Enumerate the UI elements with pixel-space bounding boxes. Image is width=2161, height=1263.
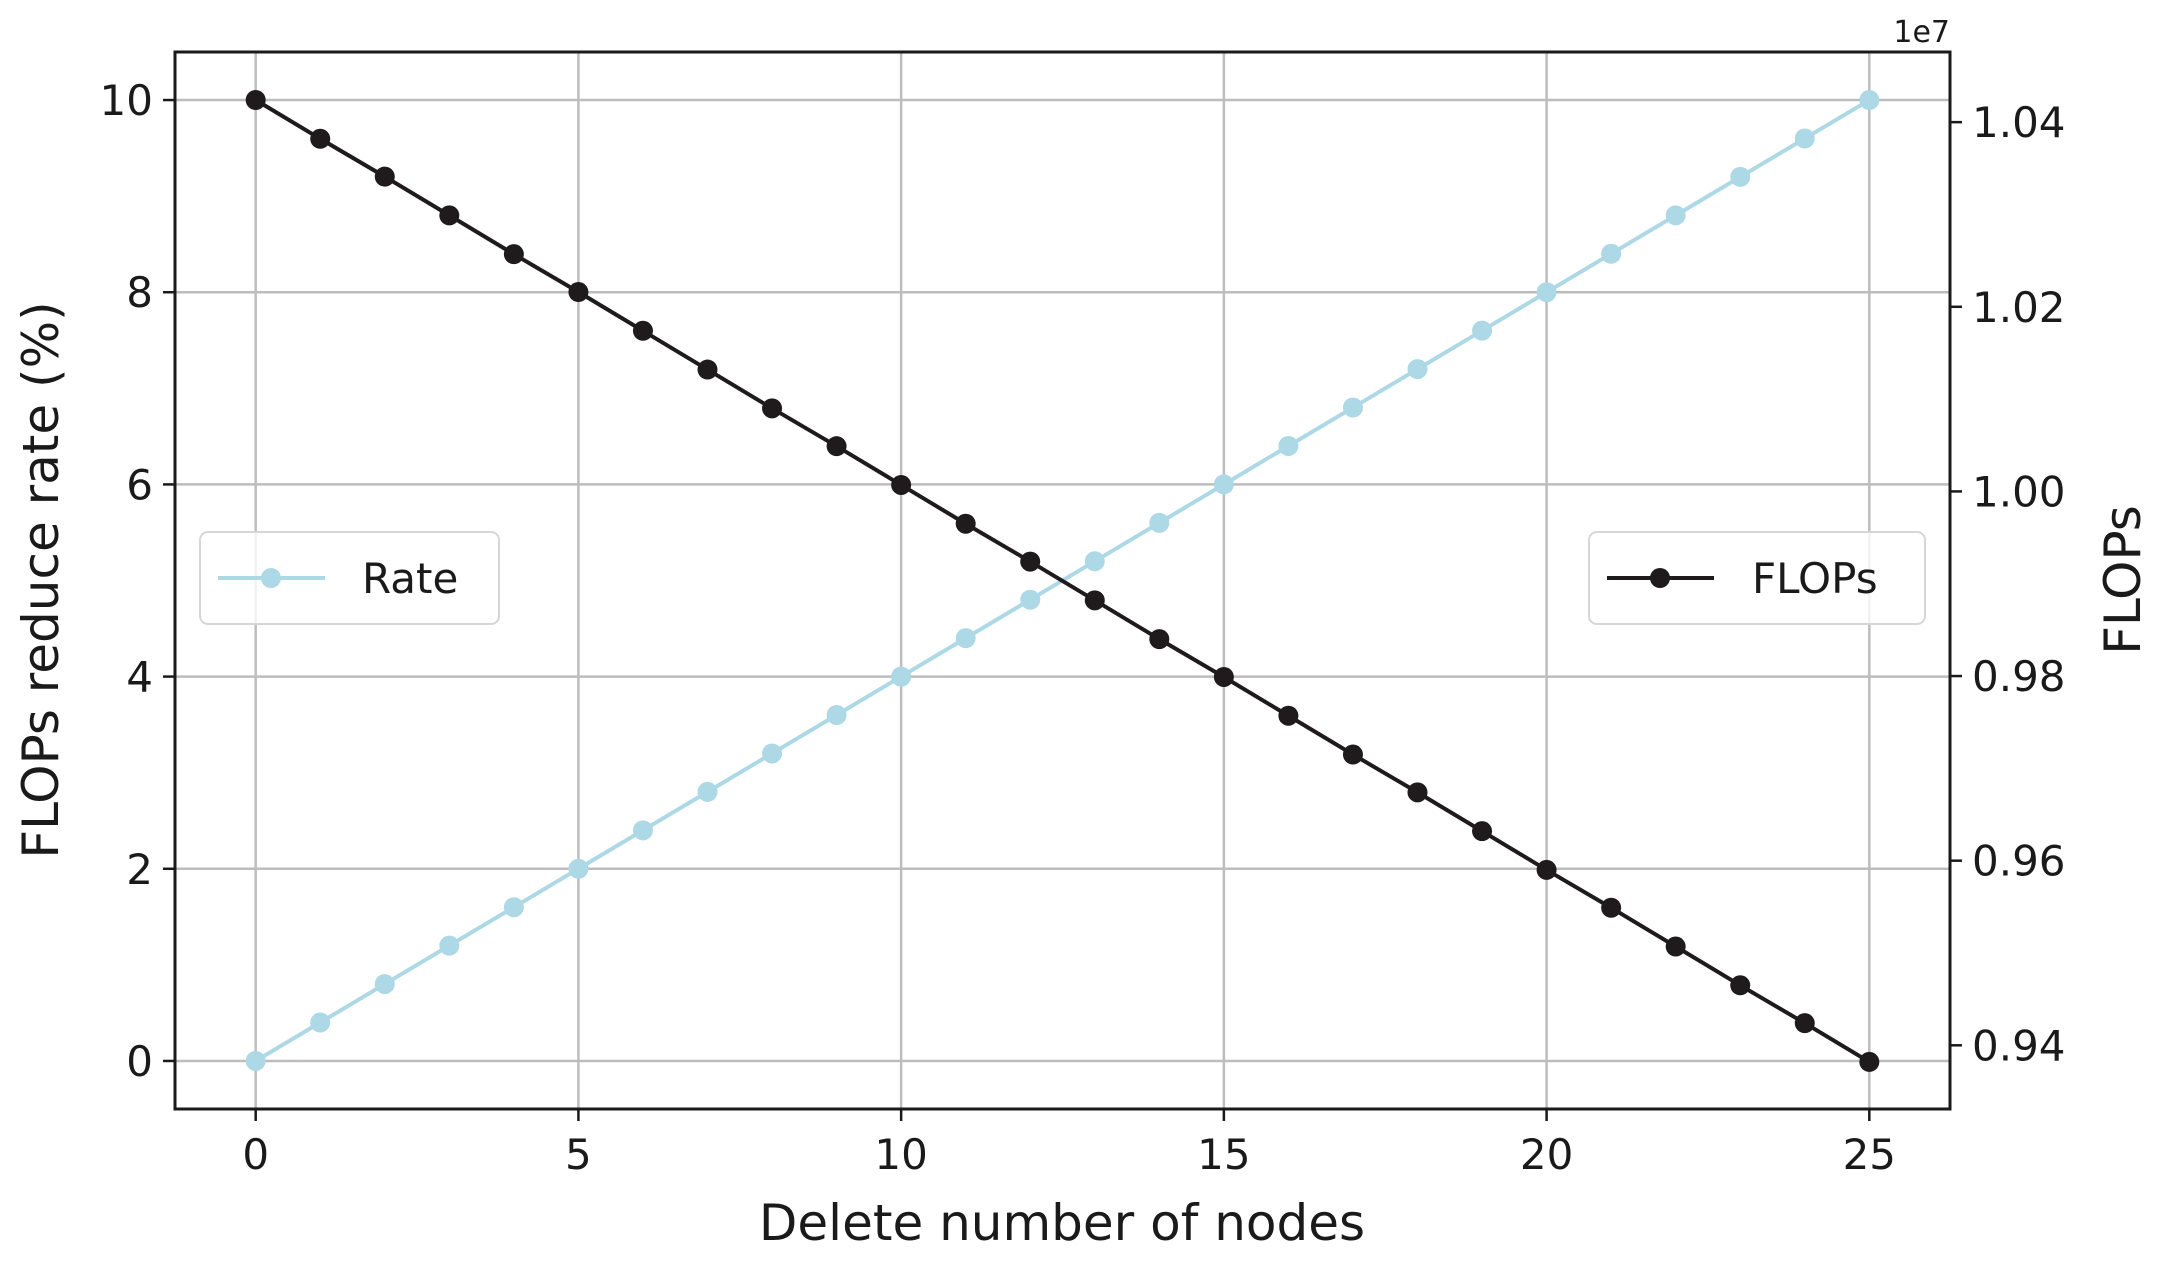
y-tick-label-left: 10 xyxy=(100,76,153,125)
data-point-rate xyxy=(439,935,460,956)
y-tick-label-right: 0.94 xyxy=(1972,1021,2066,1070)
y-tick-label-right: 1.00 xyxy=(1972,467,2066,516)
data-point-flops xyxy=(1149,629,1170,650)
series-lines xyxy=(245,90,1880,1072)
data-point-flops xyxy=(503,244,524,265)
y-tick-label-left: 4 xyxy=(126,653,153,702)
data-point-flops xyxy=(1407,782,1428,803)
legend-flops: FLOPs xyxy=(1588,531,1926,625)
data-point-rate xyxy=(1665,205,1686,226)
data-point-flops xyxy=(1278,705,1299,726)
data-point-rate xyxy=(1020,589,1041,610)
data-point-rate xyxy=(955,628,976,649)
y-tick-label-left: 8 xyxy=(126,268,153,317)
data-point-flops xyxy=(891,474,912,495)
data-point-rate xyxy=(1859,90,1880,111)
y-tick-label-right: 1.02 xyxy=(1972,283,2066,332)
data-point-flops xyxy=(1536,859,1557,880)
x-tick-label: 20 xyxy=(1520,1130,1573,1179)
data-point-flops xyxy=(1665,936,1686,957)
data-point-flops xyxy=(826,436,847,457)
data-point-flops xyxy=(245,90,266,111)
data-point-flops xyxy=(955,513,976,534)
data-point-flops xyxy=(762,398,783,419)
y-tick-label-right: 0.96 xyxy=(1972,837,2066,886)
data-point-rate xyxy=(891,666,912,687)
data-point-rate xyxy=(632,820,653,841)
data-point-rate xyxy=(1536,282,1557,303)
data-point-flops xyxy=(1472,821,1493,842)
offset-text: 1e7 xyxy=(1893,15,1950,50)
legend-flops-label: FLOPs xyxy=(1752,554,1878,603)
y-tick-label-right: 0.98 xyxy=(1972,652,2066,701)
data-point-rate xyxy=(1149,512,1170,533)
series-line-flops xyxy=(254,98,1871,1064)
data-point-rate xyxy=(503,897,524,918)
x-tick-label: 10 xyxy=(874,1130,927,1179)
data-point-flops xyxy=(1084,590,1105,611)
data-point-flops xyxy=(697,359,718,380)
x-tick-label: 5 xyxy=(565,1130,592,1179)
data-point-rate xyxy=(762,743,783,764)
data-point-flops xyxy=(1859,1051,1880,1072)
x-tick-label: 25 xyxy=(1843,1130,1896,1179)
data-point-rate xyxy=(1084,551,1105,572)
x-axis-label: Delete number of nodes xyxy=(759,1194,1365,1252)
ticks: 0 5 10 15 20 25 0 2 4 6 8 10 0.94 0.96 0.98 1.00 1.02 1.0… xyxy=(100,76,2066,1179)
data-point-flops xyxy=(568,282,589,303)
data-point-flops xyxy=(1020,551,1041,572)
legend-rate: Rate xyxy=(199,531,500,625)
legend-rate-marker xyxy=(261,568,281,588)
y-tick-label-left: 6 xyxy=(126,460,153,509)
data-point-flops xyxy=(310,128,331,149)
data-point-rate xyxy=(245,1050,266,1071)
legend-rate-label: Rate xyxy=(362,554,458,603)
y-axis-label-right: FLOPs xyxy=(2094,505,2152,655)
y-tick-label-left: 2 xyxy=(126,845,153,894)
plot-frame xyxy=(173,50,1952,1111)
data-point-rate xyxy=(1794,128,1815,149)
data-point-flops xyxy=(632,320,653,341)
y-tick-label-left: 0 xyxy=(126,1037,153,1086)
data-point-flops xyxy=(439,205,460,226)
data-point-flops xyxy=(1601,897,1622,918)
data-point-rate xyxy=(1278,435,1299,456)
data-point-flops xyxy=(1213,666,1234,687)
data-point-flops xyxy=(1342,744,1363,765)
data-point-rate xyxy=(310,1012,331,1033)
data-point-rate xyxy=(826,705,847,726)
data-point-flops xyxy=(374,166,395,187)
x-tick-label: 15 xyxy=(1197,1130,1250,1179)
data-point-rate xyxy=(1730,166,1751,187)
data-point-rate xyxy=(374,974,395,995)
y-tick-label-right: 1.04 xyxy=(1972,98,2066,147)
data-point-rate xyxy=(697,781,718,802)
legend-flops-marker xyxy=(1650,568,1670,588)
data-point-rate xyxy=(1472,320,1493,341)
data-point-rate xyxy=(568,858,589,879)
data-point-rate xyxy=(1601,243,1622,264)
y-axis-label-left: FLOPs reduce rate (%) xyxy=(12,301,70,858)
data-point-rate xyxy=(1407,359,1428,380)
data-point-flops xyxy=(1730,975,1751,996)
data-point-flops xyxy=(1794,1013,1815,1034)
data-point-rate xyxy=(1213,474,1234,495)
data-point-rate xyxy=(1342,397,1363,418)
x-tick-label: 0 xyxy=(242,1130,269,1179)
